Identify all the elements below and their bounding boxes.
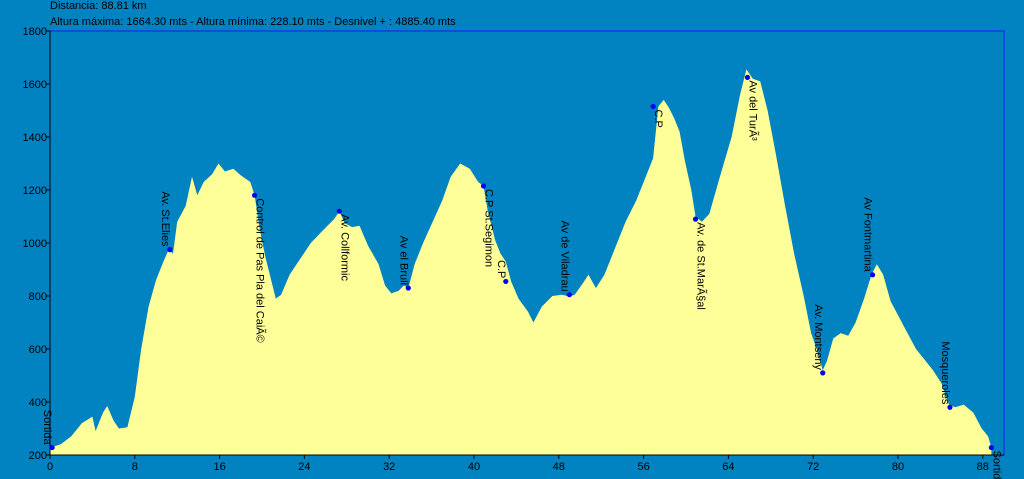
elevation-stats-label: Altura máxima: 1664.30 mts - Altura míni… xyxy=(50,16,456,28)
x-tick-label: 48 xyxy=(553,461,565,473)
waypoint-marker xyxy=(480,183,487,189)
waypoint-label: Control de Pas Pla del CaiÃ© xyxy=(254,198,267,342)
waypoint-label: Mosqueroles xyxy=(939,341,951,404)
x-tick-label: 88 xyxy=(977,461,989,473)
waypoint-marker xyxy=(336,208,342,214)
waypoint-label: Sortida xyxy=(990,451,1002,479)
waypoint-label: Av el Brull xyxy=(397,236,409,285)
waypoint-marker xyxy=(692,216,699,222)
waypoint-label: Av Fontmartina xyxy=(862,197,874,272)
x-tick-label: 64 xyxy=(722,461,734,473)
x-tick-label: 24 xyxy=(298,461,310,473)
x-tick-label: 16 xyxy=(213,461,225,473)
elevation-area xyxy=(50,69,992,456)
waypoint-marker xyxy=(49,444,55,451)
x-tick-label: 32 xyxy=(383,461,395,473)
x-tick-label: 0 xyxy=(47,461,53,473)
waypoint-marker xyxy=(503,278,509,285)
y-tick-label: 1800 xyxy=(23,26,47,38)
waypoint-label: Av de Viladrau xyxy=(558,221,570,292)
waypoint-marker xyxy=(988,444,994,451)
y-tick-label: 600 xyxy=(29,344,47,356)
waypoint-label: C.P St.Segimon xyxy=(482,189,494,267)
waypoint-label: Av. Montseny xyxy=(812,304,824,370)
x-tick-label: 80 xyxy=(892,461,904,473)
x-tick-label: 40 xyxy=(468,461,480,473)
y-tick-label: 400 xyxy=(29,397,47,409)
x-tick-label: 8 xyxy=(132,461,138,473)
y-tick-label: 800 xyxy=(29,291,47,303)
waypoint-label: C.P xyxy=(652,110,664,128)
waypoint-label: Sortida xyxy=(41,410,53,446)
waypoint-marker xyxy=(405,285,411,291)
y-tick-label: 200 xyxy=(29,450,47,462)
waypoint-label: Av. St.Elies xyxy=(159,191,171,247)
y-tick-label: 1000 xyxy=(23,238,47,250)
y-tick-label: 1600 xyxy=(23,79,47,91)
waypoint-label: Av. de St.MarÃ§al xyxy=(694,222,707,310)
waypoint-marker xyxy=(251,192,258,198)
waypoint-marker xyxy=(566,292,573,298)
y-tick-label: 1400 xyxy=(23,132,47,144)
waypoint-marker xyxy=(650,103,656,110)
x-tick-label: 72 xyxy=(807,461,819,473)
waypoint-label: Av del TurÃ³ xyxy=(747,80,760,141)
waypoint-marker xyxy=(820,370,826,376)
y-tick-label: 1200 xyxy=(23,185,47,197)
waypoint-marker xyxy=(744,74,751,80)
waypoint-marker xyxy=(167,247,173,253)
x-tick-label: 56 xyxy=(637,461,649,473)
distance-label: Distancia: 88.81 km xyxy=(50,0,147,12)
waypoint-label: C.P xyxy=(495,260,507,278)
waypoint-label: Av. Collformic xyxy=(338,214,350,281)
waypoint-marker xyxy=(947,404,953,410)
waypoint-marker xyxy=(869,272,876,278)
